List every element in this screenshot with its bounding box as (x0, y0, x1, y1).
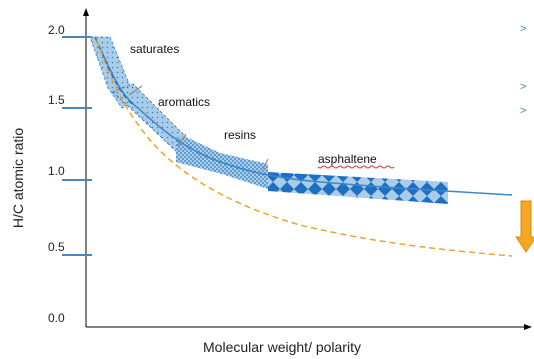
y-tick-label-0-0: 0.0 (48, 311, 65, 325)
y-tick-label-0-5: 0.5 (48, 240, 65, 254)
x-axis-title: Molecular weight/ polarity (203, 339, 361, 355)
y-ticks (62, 36, 92, 256)
band-asphaltene (268, 172, 448, 204)
boundary-marker-3 (262, 158, 269, 170)
y-axis-title: H/C atomic ratio (10, 128, 26, 229)
down-arrow-icon (515, 200, 534, 253)
side-mark-3: > (520, 105, 526, 117)
y-tick-labels: 2.0 1.5 1.0 0.5 0.0 (48, 23, 65, 325)
fraction-bands (89, 36, 448, 204)
side-marks: > > > (520, 23, 526, 117)
x-axis-arrow (524, 324, 532, 330)
series-dashed-curve (96, 39, 513, 257)
side-mark-1: > (520, 23, 526, 35)
boundary-marker-1 (128, 85, 143, 96)
label-saturates: saturates (130, 42, 179, 56)
label-resins: resins (224, 128, 256, 142)
boundary-marker-2 (177, 133, 187, 147)
y-tick-label-1-5: 1.5 (48, 93, 65, 107)
boundary-markers (128, 85, 269, 170)
series-main-curve (94, 36, 513, 196)
label-asphaltene-underline (317, 165, 395, 169)
y-tick-label-1-0: 1.0 (48, 164, 65, 178)
side-mark-2: > (520, 81, 526, 93)
y-tick-label-2-0: 2.0 (48, 23, 65, 37)
y-axis-arrow (83, 8, 89, 16)
label-asphaltene: asphaltene (318, 152, 377, 166)
label-aromatics: aromatics (158, 95, 210, 109)
